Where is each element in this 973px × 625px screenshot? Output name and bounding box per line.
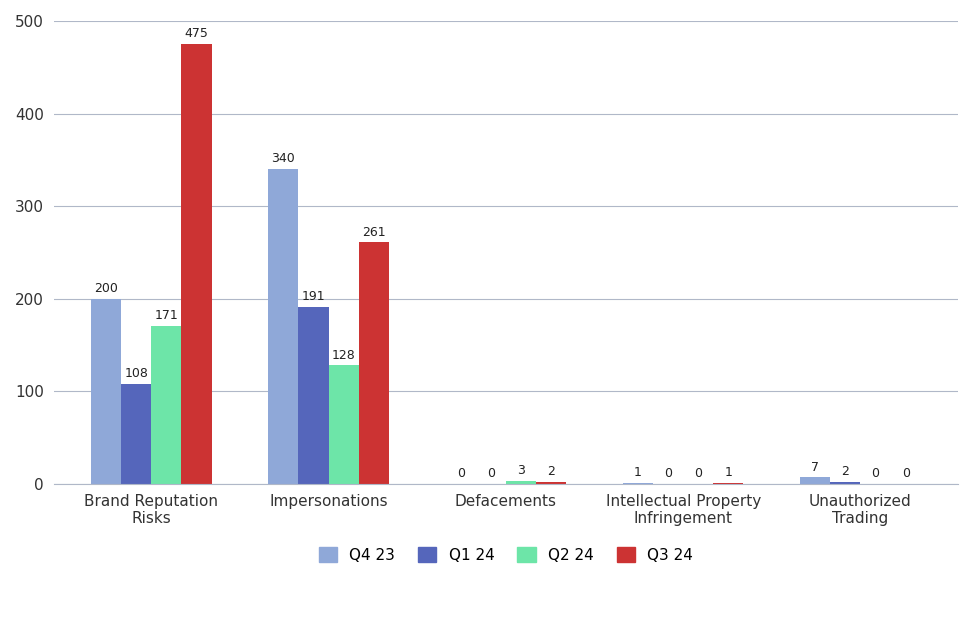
Bar (181, 44, 211, 484)
Text: 3: 3 (517, 464, 524, 478)
Bar (90, 299, 121, 484)
Text: 108: 108 (125, 368, 148, 380)
Bar (536, 482, 566, 484)
Bar (506, 481, 536, 484)
Text: 0: 0 (486, 467, 495, 480)
Text: 200: 200 (94, 282, 118, 295)
Text: 0: 0 (456, 467, 465, 480)
Text: 261: 261 (362, 226, 385, 239)
Text: 2: 2 (547, 466, 555, 478)
Text: 0: 0 (665, 467, 672, 480)
Text: 475: 475 (185, 28, 208, 41)
Bar (269, 169, 299, 484)
Text: 2: 2 (842, 466, 849, 478)
Text: 0: 0 (695, 467, 703, 480)
Legend: Q4 23, Q1 24, Q2 24, Q3 24: Q4 23, Q1 24, Q2 24, Q3 24 (312, 541, 699, 569)
Text: 1: 1 (725, 466, 733, 479)
Text: 171: 171 (155, 309, 178, 322)
Text: 340: 340 (271, 152, 295, 166)
Text: 0: 0 (872, 467, 880, 480)
Bar (713, 483, 743, 484)
Bar (830, 482, 860, 484)
Text: 191: 191 (302, 291, 325, 303)
Text: 7: 7 (811, 461, 819, 474)
Text: 128: 128 (332, 349, 355, 362)
Bar (329, 366, 359, 484)
Bar (359, 242, 389, 484)
Text: 1: 1 (634, 466, 642, 479)
Bar (800, 478, 830, 484)
Bar (299, 307, 329, 484)
Bar (623, 483, 653, 484)
Bar (151, 326, 181, 484)
Text: 0: 0 (902, 467, 910, 480)
Bar (121, 384, 151, 484)
